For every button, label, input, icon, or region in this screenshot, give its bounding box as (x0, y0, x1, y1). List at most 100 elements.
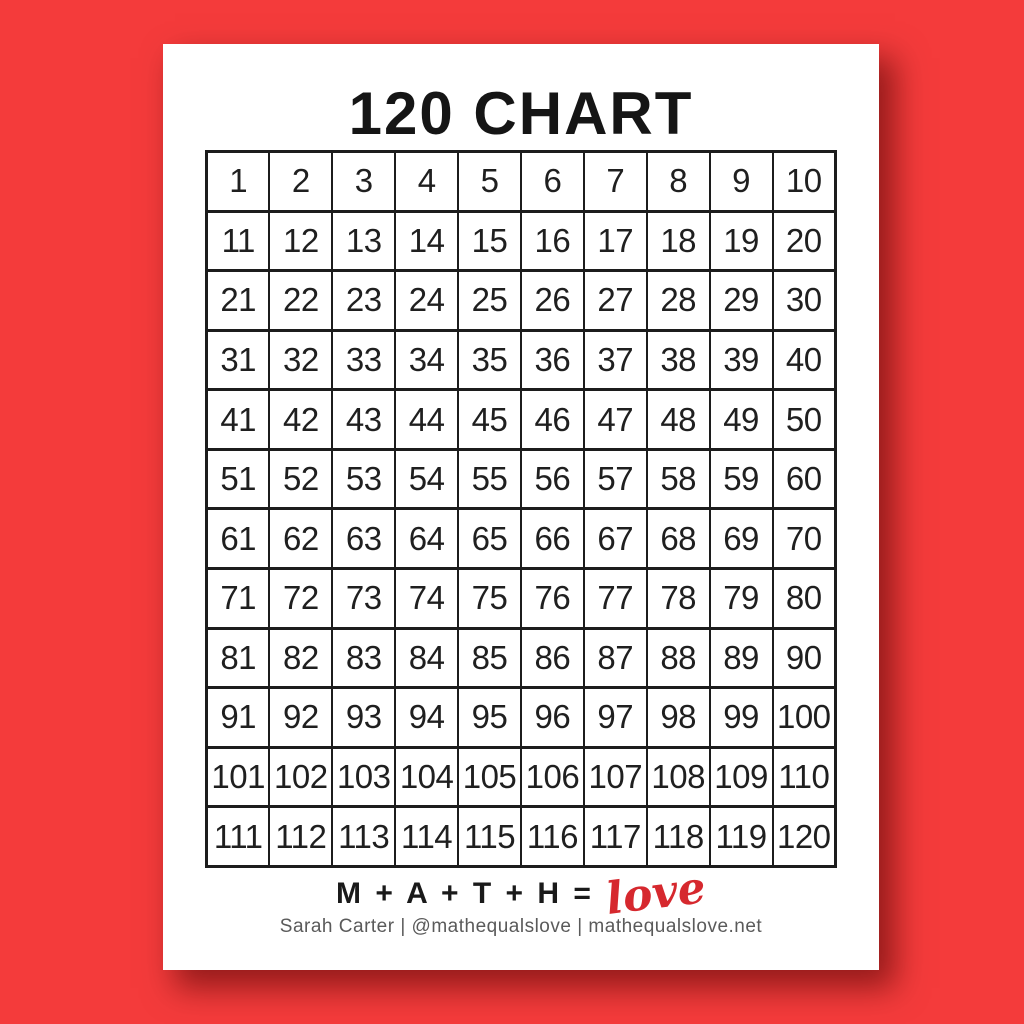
love-script-word: love (603, 862, 709, 925)
grid-cell: 71 (205, 567, 271, 630)
grid-cell: 1 (205, 150, 271, 213)
grid-row: 51 52 53 54 55 56 57 58 59 60 (205, 447, 837, 511)
grid-cell: 77 (582, 567, 648, 630)
grid-row: 91 92 93 94 95 96 97 98 99 100 (205, 686, 837, 749)
grid-cell: 85 (457, 626, 522, 690)
grid-cell: 24 (394, 269, 460, 332)
grid-cell: 50 (771, 388, 837, 451)
grid-cell: 114 (394, 805, 460, 868)
grid-cell: 64 (394, 507, 460, 571)
grid-cell: 79 (708, 567, 774, 630)
grid-cell: 73 (331, 567, 397, 630)
grid-cell: 66 (519, 507, 585, 571)
grid-cell: 60 (771, 447, 837, 511)
grid-cell: 25 (457, 269, 522, 332)
grid-cell: 96 (519, 686, 585, 749)
grid-cell: 51 (205, 447, 271, 511)
grid-cell: 31 (205, 328, 271, 392)
grid-cell: 23 (331, 269, 397, 332)
grid-cell: 20 (771, 209, 837, 273)
grid-cell: 56 (519, 447, 585, 511)
grid-cell: 107 (582, 745, 648, 809)
grid-cell: 30 (771, 269, 837, 332)
grid-cell: 17 (582, 209, 648, 273)
byline-text: Sarah Carter | @mathequalslove | mathequ… (279, 915, 763, 937)
grid-cell: 6 (519, 150, 585, 213)
grid-cell: 14 (394, 209, 460, 273)
grid-cell: 33 (331, 328, 397, 392)
grid-row: 1 2 3 4 5 6 7 8 9 10 (205, 150, 837, 213)
grid-cell: 47 (582, 388, 648, 451)
grid-cell: 88 (645, 626, 711, 690)
grid-cell: 12 (268, 209, 334, 273)
grid-cell: 112 (268, 805, 334, 868)
grid-cell: 62 (268, 507, 334, 571)
grid-cell: 113 (331, 805, 397, 868)
grid-cell: 111 (205, 805, 271, 868)
grid-cell: 116 (519, 805, 585, 868)
grid-cell: 83 (331, 626, 397, 690)
grid-cell: 4 (394, 150, 460, 213)
grid-cell: 48 (645, 388, 711, 451)
grid-cell: 8 (645, 150, 711, 213)
grid-cell: 16 (519, 209, 585, 273)
grid-cell: 49 (708, 388, 774, 451)
grid-cell: 13 (331, 209, 397, 273)
grid-cell: 10 (771, 150, 837, 213)
grid-cell: 22 (268, 269, 334, 332)
grid-cell: 52 (268, 447, 334, 511)
grid-cell: 91 (205, 686, 271, 749)
grid-cell: 74 (394, 567, 460, 630)
grid-cell: 18 (645, 209, 711, 273)
grid-cell: 42 (268, 388, 334, 451)
grid-cell: 7 (582, 150, 648, 213)
grid-cell: 3 (331, 150, 397, 213)
grid-cell: 101 (205, 745, 271, 809)
grid-cell: 36 (519, 328, 585, 392)
grid-cell: 108 (645, 745, 711, 809)
grid-cell: 44 (394, 388, 460, 451)
grid-row: 81 82 83 84 85 86 87 88 89 90 (205, 626, 837, 690)
grid-cell: 115 (457, 805, 522, 868)
grid-row: 71 72 73 74 75 76 77 78 79 80 (205, 567, 837, 630)
grid-cell: 45 (457, 388, 522, 451)
grid-cell: 15 (457, 209, 522, 273)
grid-cell: 95 (457, 686, 522, 749)
grid-cell: 55 (457, 447, 522, 511)
grid-cell: 57 (582, 447, 648, 511)
grid-cell: 29 (708, 269, 774, 332)
grid-row: 101 102 103 104 105 106 107 108 109 110 (205, 745, 837, 809)
grid-cell: 37 (582, 328, 648, 392)
grid-cell: 19 (708, 209, 774, 273)
grid-row: 31 32 33 34 35 36 37 38 39 40 (205, 328, 837, 392)
grid-cell: 69 (708, 507, 774, 571)
grid-cell: 59 (708, 447, 774, 511)
grid-cell: 97 (582, 686, 648, 749)
grid-cell: 82 (268, 626, 334, 690)
page-title: 120 CHART (348, 80, 694, 147)
grid-cell: 34 (394, 328, 460, 392)
grid-cell: 78 (645, 567, 711, 630)
grid-cell: 102 (268, 745, 334, 809)
grid-cell: 98 (645, 686, 711, 749)
grid-row: 41 42 43 44 45 46 47 48 49 50 (205, 388, 837, 451)
number-grid-body: 1 2 3 4 5 6 7 8 9 10 11 12 13 14 15 16 17 18 19 20 21 22 23 24 2… (205, 150, 837, 868)
printable-page: 120 CHART 1 2 3 4 5 6 7 8 9 10 11 12 13 14 15 16 17 18 19 2… (163, 44, 879, 970)
grid-cell: 35 (457, 328, 522, 392)
grid-cell: 99 (708, 686, 774, 749)
grid-cell: 61 (205, 507, 271, 571)
grid-cell: 81 (205, 626, 271, 690)
grid-cell: 110 (771, 745, 837, 809)
grid-cell: 80 (771, 567, 837, 630)
grid-cell: 90 (771, 626, 837, 690)
grid-cell: 86 (519, 626, 585, 690)
grid-cell: 54 (394, 447, 460, 511)
grid-cell: 68 (645, 507, 711, 571)
grid-cell: 106 (519, 745, 585, 809)
grid-cell: 117 (582, 805, 648, 868)
grid-row: 11 12 13 14 15 16 17 18 19 20 (205, 209, 837, 273)
grid-row: 111 112 113 114 115 116 117 118 119 120 (205, 805, 837, 868)
grid-cell: 27 (582, 269, 648, 332)
grid-cell: 67 (582, 507, 648, 571)
